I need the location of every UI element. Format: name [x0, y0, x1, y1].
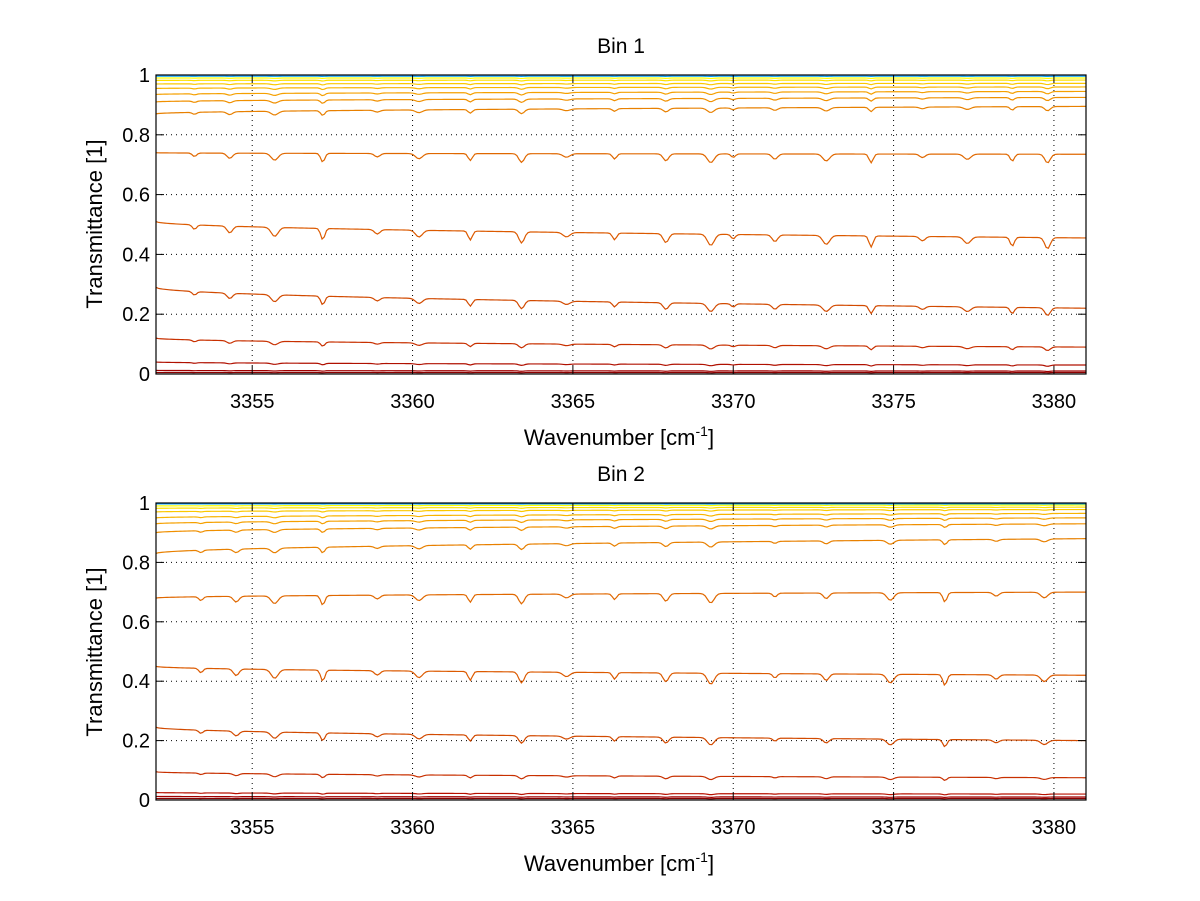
chart-title: Bin 1 [597, 35, 645, 58]
y-tick-label: 0 [139, 790, 150, 812]
series-line [155, 504, 1086, 507]
series-line [155, 86, 1086, 91]
x-tick-label: 3365 [551, 391, 596, 413]
series-line [155, 771, 1087, 781]
y-axis-label: Transmittance [1] [82, 567, 107, 736]
series-line [155, 791, 1086, 796]
x-tick-label: 3380 [1032, 817, 1077, 839]
y-axis-label: Transmittance [1] [82, 139, 107, 308]
series-line [155, 506, 1086, 510]
axes-frame [155, 502, 1087, 801]
ticks: 3355 3360 3365 3370 3375 3380 0 0.2 0.4 0.6 0.8 1 [122, 65, 1086, 413]
series-line [155, 517, 1087, 525]
series-line [155, 79, 1086, 82]
x-tick-label: 3355 [230, 391, 275, 413]
series-line [155, 361, 1086, 367]
y-tick-label: 1 [139, 65, 150, 87]
x-tick-label: 3380 [1032, 391, 1077, 413]
series-line [155, 105, 1087, 116]
series-line [155, 220, 1087, 249]
series-line [155, 152, 1087, 164]
series-line [155, 512, 1087, 519]
x-tick-label: 3370 [711, 817, 756, 839]
series-line [155, 82, 1086, 86]
grid [156, 503, 1086, 800]
x-tick-label: 3375 [871, 391, 916, 413]
chart-title: Bin 2 [597, 463, 645, 486]
series-line [155, 337, 1087, 352]
series-line [155, 538, 1087, 555]
series-line [155, 726, 1087, 748]
ticks: 3355 3360 3365 3370 3375 3380 0 0.2 0.4 0.6 0.8 1 [122, 493, 1086, 839]
series-line [155, 90, 1087, 97]
x-tick-label: 3370 [711, 391, 756, 413]
series-line [155, 523, 1087, 534]
x-tick-label: 3375 [871, 817, 916, 839]
series-line [155, 795, 1086, 799]
chart-bin-2: Bin 2 3355 3360 3365 3370 3375 3380 0 0.2 0.4 0.6… [82, 463, 1087, 876]
y-tick-label: 0.8 [122, 125, 150, 147]
chart-bin-1: Bin 1 3355 3360 3365 3370 3375 3380 0 0.2 0.4 0.6… [82, 35, 1087, 450]
plot-area [155, 503, 1087, 800]
series-line [155, 96, 1086, 104]
series-line [155, 591, 1087, 606]
y-tick-label: 0 [139, 364, 150, 386]
grid [156, 75, 1086, 374]
x-axis-label: Wavenumber [cm-1] [524, 849, 714, 876]
x-axis-label: Wavenumber [cm-1] [524, 423, 714, 450]
y-tick-label: 0.4 [122, 671, 150, 693]
y-tick-label: 1 [139, 493, 150, 515]
x-tick-label: 3360 [390, 391, 435, 413]
y-tick-label: 0.4 [122, 244, 150, 266]
x-tick-label: 3360 [390, 817, 435, 839]
x-tick-label: 3365 [551, 817, 596, 839]
y-tick-label: 0.8 [122, 552, 150, 574]
y-tick-label: 0.6 [122, 185, 150, 207]
y-tick-label: 0.6 [122, 612, 150, 634]
series-line [155, 508, 1087, 513]
y-tick-label: 0.2 [122, 304, 150, 326]
axes-frame [155, 74, 1087, 375]
x-tick-label: 3355 [230, 817, 275, 839]
y-tick-label: 0.2 [122, 731, 150, 753]
series-line [155, 369, 1086, 373]
series-line [155, 286, 1087, 316]
plot-area [155, 75, 1087, 374]
series-line [155, 665, 1087, 687]
